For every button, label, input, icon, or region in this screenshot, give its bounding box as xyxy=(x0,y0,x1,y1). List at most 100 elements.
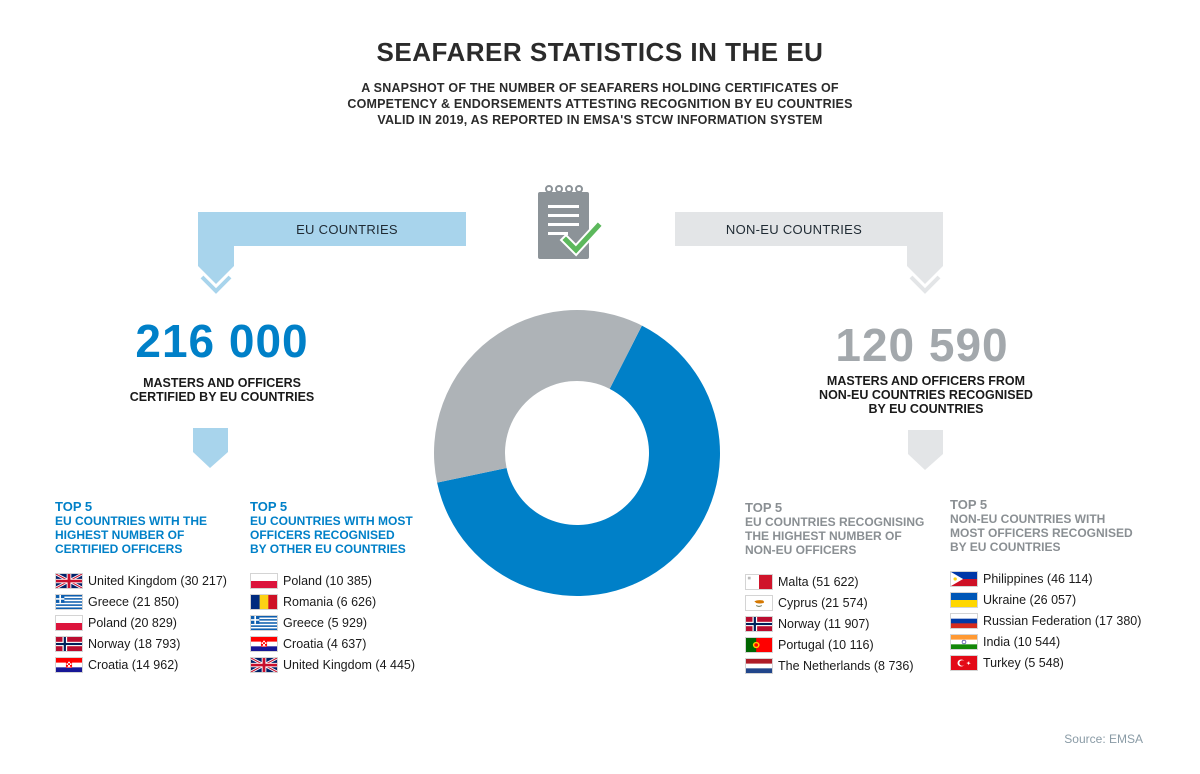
subtitle-line: A SNAPSHOT OF THE NUMBER OF SEAFARERS HO… xyxy=(361,81,839,95)
country-row: Croatia (14 962) xyxy=(55,654,227,675)
romania-flag-icon xyxy=(250,593,278,610)
country-label: Ukraine (26 057) xyxy=(983,592,1077,607)
poland-flag-icon xyxy=(55,614,83,631)
turkey-flag-icon xyxy=(950,654,978,671)
eu-total-value: 216 000 xyxy=(135,315,309,367)
subtitle-line: VALID IN 2019, AS REPORTED IN EMSA'S STC… xyxy=(377,113,823,127)
country-label: Russian Federation (17 380) xyxy=(983,613,1142,628)
clipboard-check-icon xyxy=(538,185,605,259)
country-row: Turkey (5 548) xyxy=(950,652,1141,673)
country-label: Poland (20 829) xyxy=(88,615,177,630)
top5-label: TOP 5 xyxy=(250,499,288,514)
country-row: Malta (51 622) xyxy=(745,571,924,592)
india-flag-icon xyxy=(950,633,978,650)
donut-slice-non-eu xyxy=(434,310,642,483)
philippines-flag-icon xyxy=(950,570,978,587)
norway-flag-icon xyxy=(55,635,83,652)
greece-flag-icon xyxy=(55,593,83,610)
heading-line: NON-EU COUNTRIES WITH xyxy=(950,512,1106,526)
source-note: Source: EMSA xyxy=(1064,732,1143,746)
heading-line: OFFICERS RECOGNISED xyxy=(250,528,395,542)
country-row: Norway (11 907) xyxy=(745,613,924,634)
uk-flag-icon xyxy=(250,656,278,673)
country-label: Portugal (10 116) xyxy=(778,637,874,652)
portugal-flag-icon xyxy=(745,636,773,653)
country-label: Turkey (5 548) xyxy=(983,655,1064,670)
cyprus-flag-icon xyxy=(745,594,773,611)
noneu-total-description: MASTERS AND OFFICERS FROM NON-EU COUNTRI… xyxy=(790,374,1062,416)
country-row: The Netherlands (8 736) xyxy=(745,655,924,676)
russia-flag-icon xyxy=(950,612,978,629)
country-row: Poland (20 829) xyxy=(55,612,227,633)
country-list: Malta (51 622) Cyprus (21 574) Norway (1… xyxy=(745,571,924,676)
norway-flag-icon xyxy=(745,615,773,632)
country-label: India (10 544) xyxy=(983,634,1061,649)
country-row: United Kingdom (30 217) xyxy=(55,570,227,591)
heading-line: HIGHEST NUMBER OF xyxy=(55,528,185,542)
country-list: Poland (10 385) Romania (6 626) Greece (5… xyxy=(250,570,415,675)
country-row: Ukraine (26 057) xyxy=(950,589,1141,610)
top5-eu-recognised: TOP 5 EU COUNTRIES WITH MOST OFFICERS RE… xyxy=(250,500,415,675)
heading-line: THE HIGHEST NUMBER OF xyxy=(745,529,902,543)
top5-eu-recognising: TOP 5 EU COUNTRIES RECOGNISING THE HIGHE… xyxy=(745,501,924,676)
noneu-down-arrow-icon xyxy=(908,430,943,470)
uk-flag-icon xyxy=(55,572,83,589)
top5-label: TOP 5 xyxy=(950,497,988,512)
eu-chevron-icon xyxy=(200,275,232,294)
description-line: CERTIFIED BY EU COUNTRIES xyxy=(129,390,315,404)
country-row: Portugal (10 116) xyxy=(745,634,924,655)
list-heading: TOP 5 EU COUNTRIES RECOGNISING THE HIGHE… xyxy=(745,500,925,558)
country-label: Norway (18 793) xyxy=(88,636,181,651)
croatia-flag-icon xyxy=(55,656,83,673)
heading-line: BY OTHER EU COUNTRIES xyxy=(250,542,406,556)
description-line: MASTERS AND OFFICERS FROM xyxy=(826,374,1026,388)
country-row: Romania (6 626) xyxy=(250,591,415,612)
country-label: Greece (5 929) xyxy=(283,615,368,630)
top5-label: TOP 5 xyxy=(745,500,783,515)
subtitle-line: COMPETENCY & ENDORSEMENTS ATTESTING RECO… xyxy=(347,97,853,111)
country-row: Croatia (4 637) xyxy=(250,633,415,654)
list-heading: TOP 5 EU COUNTRIES WITH MOST OFFICERS RE… xyxy=(250,499,415,557)
list-heading: TOP 5 EU COUNTRIES WITH THE HIGHEST NUMB… xyxy=(55,499,227,557)
noneu-countries-banner: NON-EU COUNTRIES xyxy=(675,212,943,246)
noneu-banner-chevron xyxy=(907,266,943,284)
country-label: Greece (21 850) xyxy=(88,594,180,609)
country-label: Romania (6 626) xyxy=(283,594,377,609)
description-line: MASTERS AND OFFICERS xyxy=(143,376,301,390)
top5-noneu-recognised: TOP 5 NON-EU COUNTRIES WITH MOST OFFICER… xyxy=(950,498,1141,673)
poland-flag-icon xyxy=(250,572,278,589)
eu-countries-banner: EU COUNTRIES xyxy=(198,212,466,246)
top5-eu-certified: TOP 5 EU COUNTRIES WITH THE HIGHEST NUMB… xyxy=(55,500,227,675)
eu-banner-label: EU COUNTRIES xyxy=(296,221,398,237)
country-label: Norway (11 907) xyxy=(778,616,870,631)
heading-line: EU COUNTRIES RECOGNISING xyxy=(745,515,925,529)
country-label: Cyprus (21 574) xyxy=(778,595,868,610)
country-label: United Kingdom (4 445) xyxy=(283,657,416,672)
description-line: BY EU COUNTRIES xyxy=(868,402,984,416)
country-row: Greece (5 929) xyxy=(250,612,415,633)
heading-line: BY EU COUNTRIES xyxy=(950,540,1061,554)
description-line: NON-EU COUNTRIES RECOGNISED xyxy=(819,388,1033,402)
country-list: United Kingdom (30 217) Greece (21 850) P… xyxy=(55,570,227,675)
croatia-flag-icon xyxy=(250,635,278,652)
country-row: Greece (21 850) xyxy=(55,591,227,612)
country-label: Croatia (14 962) xyxy=(88,657,179,672)
heading-line: NON-EU OFFICERS xyxy=(745,543,857,557)
eu-down-arrow-icon xyxy=(193,428,228,468)
top5-label: TOP 5 xyxy=(55,499,93,514)
country-label: Poland (10 385) xyxy=(283,573,372,588)
ukraine-flag-icon xyxy=(950,591,978,608)
heading-line: EU COUNTRIES WITH THE xyxy=(55,514,207,528)
country-row: Philippines (46 114) xyxy=(950,568,1141,589)
greece-flag-icon xyxy=(250,614,278,631)
country-row: India (10 544) xyxy=(950,631,1141,652)
heading-line: CERTIFIED OFFICERS xyxy=(55,542,183,556)
country-label: Croatia (4 637) xyxy=(283,636,367,651)
noneu-total-value: 120 590 xyxy=(835,319,1009,371)
noneu-banner-label: NON-EU COUNTRIES xyxy=(725,221,863,237)
heading-line: MOST OFFICERS RECOGNISED xyxy=(950,526,1133,540)
country-label: Philippines (46 114) xyxy=(983,571,1093,586)
eu-total-description: MASTERS AND OFFICERS CERTIFIED BY EU COU… xyxy=(100,376,344,404)
page-title: SEAFARER STATISTICS IN THE EU xyxy=(376,37,824,67)
